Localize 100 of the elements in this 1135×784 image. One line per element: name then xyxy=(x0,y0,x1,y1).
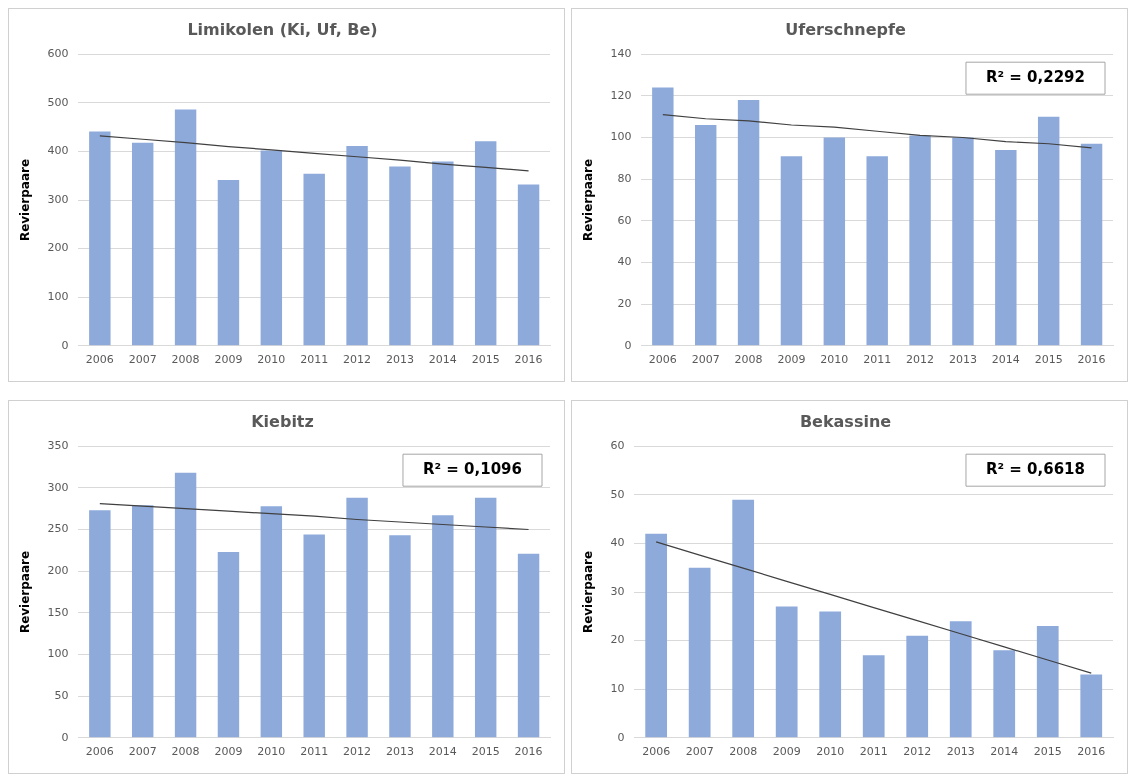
y-axis-title: Revierpaare xyxy=(18,550,33,634)
x-tick-label: 2016 xyxy=(1077,745,1106,759)
x-tick-label: 2006 xyxy=(642,745,671,759)
bar xyxy=(260,506,283,738)
x-tick-label: 2014 xyxy=(428,745,457,759)
x-tick-label: 2008 xyxy=(171,353,200,367)
y-tick-label: 300 xyxy=(47,480,69,494)
y-tick-label: 150 xyxy=(47,605,69,619)
x-tick-label: 2009 xyxy=(772,745,801,759)
x-tick-label: 2012 xyxy=(903,745,932,759)
y-tick-label: 30 xyxy=(610,584,625,598)
x-tick-label: 2016 xyxy=(1077,353,1106,367)
bar xyxy=(517,553,540,738)
bar xyxy=(474,497,497,738)
bar xyxy=(866,156,888,346)
bar xyxy=(1037,116,1060,346)
x-tick-label: 2015 xyxy=(1033,745,1062,759)
y-tick-label: 20 xyxy=(617,297,632,310)
bar xyxy=(303,173,325,346)
x-tick-label: 2008 xyxy=(729,745,758,759)
x-tick-label: 2010 xyxy=(257,353,286,367)
y-tick-label: 250 xyxy=(47,522,69,536)
annotation: R² = 0,2292 xyxy=(985,68,1086,87)
bar xyxy=(217,552,240,738)
bar xyxy=(949,621,972,738)
y-tick-label: 0 xyxy=(61,730,69,744)
y-tick-label: 300 xyxy=(47,192,69,206)
x-tick-label: 2008 xyxy=(171,745,200,759)
x-tick-label: 2010 xyxy=(816,745,845,759)
x-tick-label: 2014 xyxy=(990,745,1019,759)
x-tick-label: 2012 xyxy=(343,745,372,759)
bar xyxy=(993,650,1016,738)
bar xyxy=(1080,674,1103,738)
y-tick-label: 100 xyxy=(47,290,69,304)
y-tick-label: 100 xyxy=(47,647,69,661)
bar xyxy=(131,142,154,346)
x-tick-label: 2011 xyxy=(859,745,888,759)
y-tick-label: 50 xyxy=(610,487,625,501)
y-tick-label: 60 xyxy=(617,213,632,227)
bar xyxy=(737,100,760,346)
bar xyxy=(217,180,240,346)
y-tick-label: 0 xyxy=(617,730,625,744)
bar xyxy=(732,499,755,738)
x-tick-label: 2006 xyxy=(85,745,114,759)
y-tick-label: 400 xyxy=(47,144,69,158)
x-tick-label: 2011 xyxy=(300,745,329,759)
bar xyxy=(174,472,197,738)
bar xyxy=(432,515,454,738)
chart-title: Uferschnepfe xyxy=(785,19,906,39)
y-tick-label: 20 xyxy=(610,633,625,647)
x-tick-label: 2009 xyxy=(214,745,243,759)
x-tick-label: 2013 xyxy=(946,745,975,759)
bar xyxy=(89,131,111,346)
x-tick-label: 2008 xyxy=(734,353,763,367)
x-tick-label: 2007 xyxy=(128,353,157,367)
bar xyxy=(389,166,411,346)
bar xyxy=(517,184,540,346)
x-tick-label: 2013 xyxy=(385,745,414,759)
y-tick-label: 120 xyxy=(610,88,632,102)
y-tick-label: 80 xyxy=(617,172,632,186)
y-tick-label: 200 xyxy=(47,564,69,578)
x-tick-label: 2014 xyxy=(991,353,1020,367)
bar xyxy=(89,510,111,738)
chart-title: Kiebitz xyxy=(251,411,314,431)
bar xyxy=(909,135,931,346)
y-tick-label: 350 xyxy=(47,439,69,453)
x-tick-label: 2013 xyxy=(948,353,977,367)
annotation: R² = 0,6618 xyxy=(985,460,1086,479)
bar xyxy=(995,150,1017,346)
x-tick-label: 2015 xyxy=(1034,353,1063,367)
y-tick-label: 200 xyxy=(47,241,69,255)
y-tick-label: 50 xyxy=(54,689,69,702)
y-tick-label: 100 xyxy=(610,130,632,144)
x-tick-label: 2006 xyxy=(85,353,114,367)
x-tick-label: 2014 xyxy=(428,353,457,367)
y-tick-label: 140 xyxy=(610,47,632,61)
x-tick-label: 2010 xyxy=(820,353,849,367)
y-tick-label: 0 xyxy=(61,338,69,352)
x-tick-label: 2011 xyxy=(863,353,892,367)
bar xyxy=(303,534,325,738)
x-tick-label: 2007 xyxy=(685,745,714,759)
bar xyxy=(906,635,929,738)
bar xyxy=(862,655,885,738)
y-axis-title: Revierpaare xyxy=(581,158,596,242)
x-tick-label: 2009 xyxy=(214,353,243,367)
bar xyxy=(1036,626,1059,738)
bar xyxy=(346,146,368,346)
x-tick-label: 2016 xyxy=(514,745,543,759)
bar xyxy=(1080,143,1103,346)
bar xyxy=(819,611,842,738)
y-tick-label: 10 xyxy=(610,682,625,696)
y-tick-label: 40 xyxy=(617,255,632,269)
x-tick-label: 2016 xyxy=(514,353,543,367)
bar xyxy=(775,606,798,738)
y-axis-title: Revierpaare xyxy=(581,550,596,634)
bar xyxy=(432,161,454,346)
x-tick-label: 2013 xyxy=(385,353,414,367)
y-axis-title: Revierpaare xyxy=(18,158,33,242)
y-tick-label: 40 xyxy=(610,536,625,550)
x-tick-label: 2010 xyxy=(257,745,286,759)
